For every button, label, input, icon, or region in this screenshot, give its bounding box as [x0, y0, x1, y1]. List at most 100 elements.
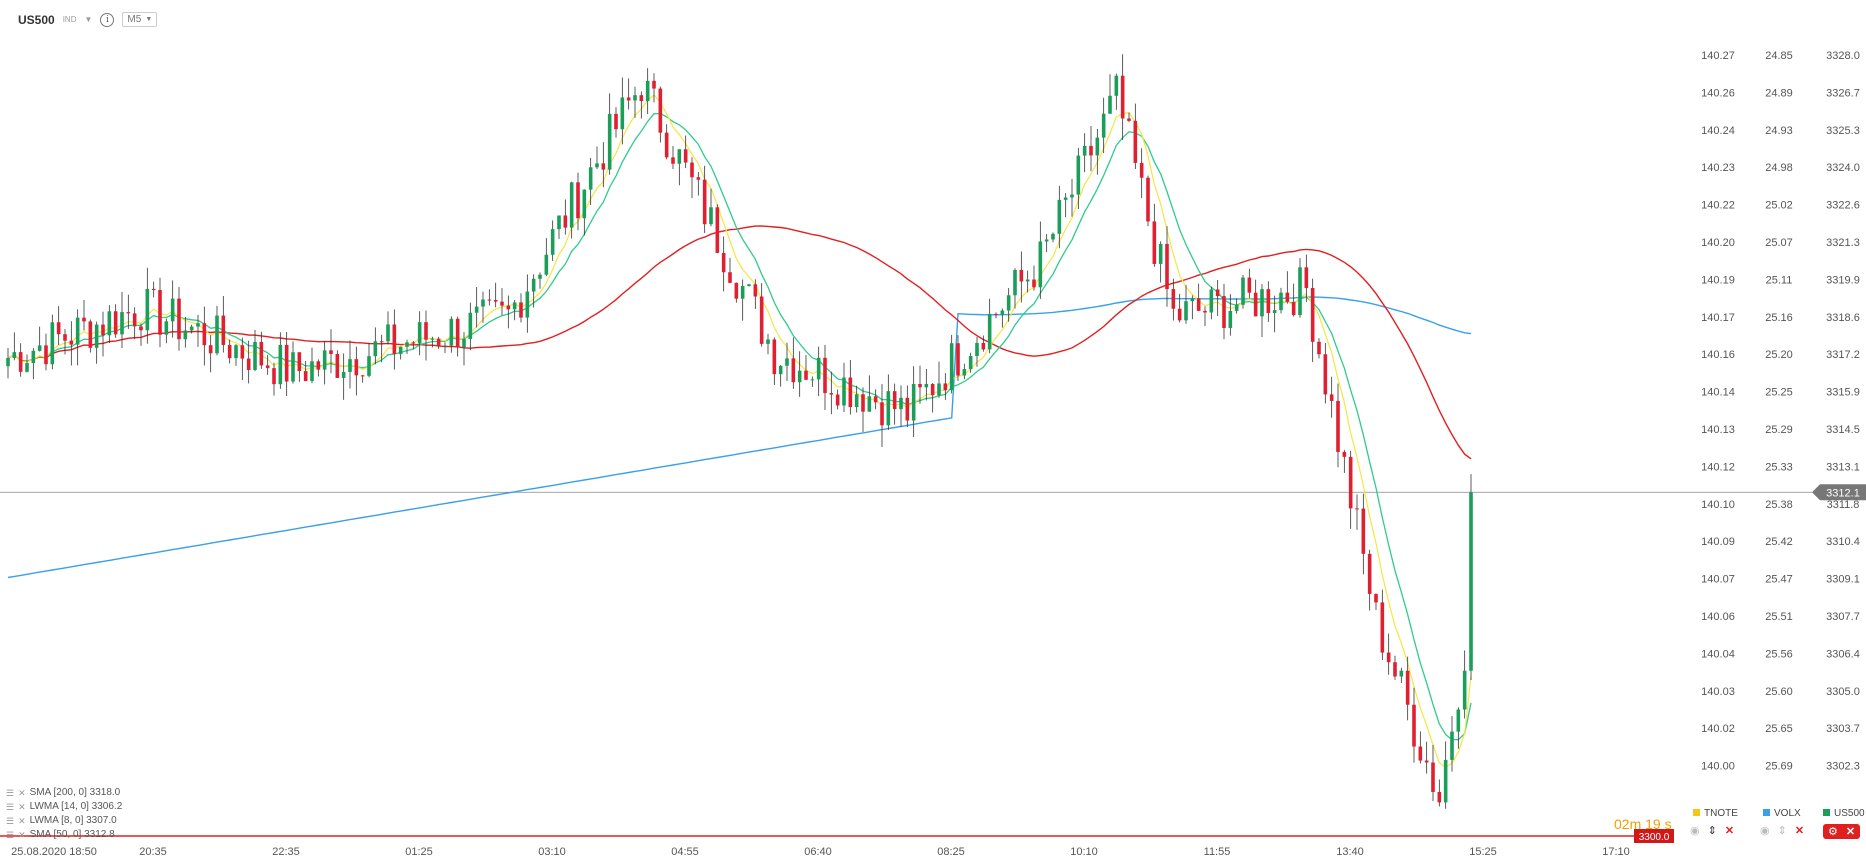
chart-header: US500 IND ▼ i M5 ▼ [18, 12, 158, 27]
close-icon[interactable]: ✕ [18, 788, 26, 798]
y-tick-label: 140.06 [1701, 611, 1735, 623]
candle-body [1070, 194, 1074, 198]
indicator-row[interactable]: ☰ ✕ LWMA [8, 0] 3307.0 [6, 814, 122, 828]
candle-body [379, 341, 384, 343]
y-tick-label: 3302.3 [1826, 761, 1860, 773]
close-icon[interactable]: ✕ [1794, 825, 1805, 837]
y-tick-label: 3313.1 [1826, 461, 1860, 473]
y-tick-label: 140.23 [1701, 162, 1735, 174]
candle-body [715, 207, 720, 253]
y-tick-label: 140.03 [1701, 686, 1735, 698]
candle-body [246, 358, 251, 370]
y-tick-label: 3306.4 [1826, 648, 1860, 660]
y-tick-label: 25.38 [1765, 499, 1793, 511]
y-tick-label: 25.65 [1765, 723, 1793, 735]
x-tick-label: 20:35 [139, 846, 167, 858]
y-tick-label: 24.98 [1765, 162, 1793, 174]
candle-body [335, 353, 340, 378]
close-icon[interactable]: ✕ [18, 816, 26, 826]
indicator-row[interactable]: ☰ ✕ LWMA [14, 0] 3306.2 [6, 800, 122, 814]
candle-body [753, 284, 758, 297]
candle-body [1348, 456, 1353, 509]
legend-us500[interactable]: US500 [1823, 808, 1865, 819]
candle-body [329, 350, 333, 354]
lwma14-line [7, 112, 1472, 741]
candle-body [272, 368, 276, 385]
candle-body [683, 149, 688, 163]
candle-body [994, 313, 998, 315]
candle-body [1298, 267, 1302, 316]
candle-body [354, 359, 359, 376]
candle-body [690, 162, 694, 178]
candle-body [1342, 451, 1347, 457]
close-icon[interactable]: ✕ [1724, 825, 1735, 837]
candle-body [772, 339, 777, 375]
close-icon[interactable]: ✕ [1845, 826, 1856, 838]
indicator-row[interactable]: ☰ ✕ SMA [50, 0] 3312.8 [6, 828, 122, 842]
candle-body [595, 163, 599, 168]
timeframe-value: M5 [127, 14, 142, 25]
candle-body [297, 352, 302, 372]
candle-body [804, 370, 808, 380]
reorder-icon[interactable]: ⇕ [1777, 825, 1787, 837]
settings-icon[interactable]: ⚙ [1828, 826, 1838, 838]
y-tick-label: 140.02 [1701, 723, 1735, 735]
legend-tnote[interactable]: TNOTE [1693, 808, 1738, 819]
y-tick-label: 140.00 [1701, 761, 1735, 773]
candle-body [360, 375, 365, 377]
candle-body [25, 363, 29, 372]
legend-controls-us500: ⚙ ✕ [1823, 824, 1861, 839]
menu-icon[interactable]: ☰ [6, 816, 15, 826]
y-tick-label: 25.33 [1765, 461, 1793, 473]
x-tick-label: 01:25 [405, 846, 433, 858]
eye-icon[interactable]: ◉ [1690, 825, 1700, 837]
candle-body [303, 371, 308, 382]
candle-body [930, 384, 935, 396]
reorder-icon[interactable]: ⇕ [1707, 825, 1717, 837]
timeframe-select[interactable]: M5 ▼ [122, 12, 158, 27]
symbol-label[interactable]: US500 [18, 12, 55, 27]
close-icon[interactable]: ✕ [18, 830, 26, 840]
candle-body [854, 394, 859, 408]
indicator-label: SMA [200, 0] 3318.0 [29, 787, 121, 798]
candle-body [1253, 292, 1258, 317]
candle-body [1399, 670, 1404, 677]
y-tick-label: 25.51 [1765, 611, 1793, 623]
candle-body [531, 278, 536, 292]
info-icon[interactable]: i [100, 12, 115, 27]
candle-body [1076, 155, 1081, 195]
candle-body [949, 343, 954, 391]
candle-body [215, 315, 219, 354]
candle-body [405, 342, 409, 347]
menu-icon[interactable]: ☰ [6, 830, 15, 840]
candle-body [968, 356, 973, 370]
candle-body [588, 167, 593, 190]
candle-body [75, 317, 80, 345]
candle-body [82, 317, 86, 322]
candle-body [1241, 277, 1245, 305]
candle-body [1431, 762, 1435, 792]
candle-body [101, 324, 105, 336]
eye-icon[interactable]: ◉ [1760, 825, 1770, 837]
y-tick-label: 3324.0 [1826, 162, 1860, 174]
y-tick-label: 25.11 [1766, 274, 1793, 286]
menu-icon[interactable]: ☰ [6, 802, 15, 812]
indicator-row[interactable]: ☰ ✕ SMA [200, 0] 3318.0 [6, 786, 122, 800]
candle-body [734, 282, 739, 299]
close-icon[interactable]: ✕ [18, 802, 26, 812]
candle-body [576, 182, 580, 219]
candle-body [1279, 292, 1283, 311]
candle-body [493, 299, 498, 302]
candle-body [164, 321, 169, 335]
candle-body [291, 352, 295, 382]
candle-body [107, 311, 112, 336]
menu-icon[interactable]: ☰ [6, 788, 15, 798]
legend-volx[interactable]: VOLX [1763, 808, 1801, 819]
candle-body [664, 132, 669, 158]
y-tick-label: 140.12 [1701, 461, 1735, 473]
instrument-type: IND [62, 15, 77, 24]
chevron-down-icon[interactable]: ▼ [84, 15, 93, 24]
candle-body [221, 315, 226, 345]
candle-timer: 02m 19 s [1614, 816, 1672, 832]
